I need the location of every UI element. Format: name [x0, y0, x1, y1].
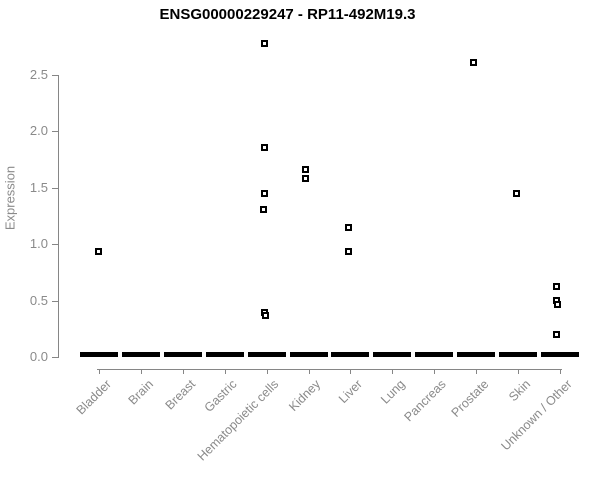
- x-tick-label: Bladder: [73, 377, 114, 418]
- data-point: [261, 189, 269, 197]
- x-tick-label: Brain: [125, 377, 156, 408]
- y-axis-line: [58, 74, 59, 359]
- zero-expression-cluster: [121, 352, 160, 357]
- x-axis-tick: [182, 369, 184, 374]
- x-axis-line: [97, 369, 562, 370]
- data-point: [554, 300, 562, 308]
- data-point: [261, 143, 269, 151]
- x-axis-tick: [224, 369, 226, 374]
- zero-expression-cluster: [457, 352, 496, 357]
- zero-expression-cluster: [499, 352, 538, 357]
- zero-expression-cluster: [205, 352, 244, 357]
- x-tick-label: Lung: [377, 377, 408, 407]
- x-axis-tick: [350, 369, 352, 374]
- y-tick-label: 0.5: [29, 292, 48, 308]
- y-axis-tick: [52, 187, 58, 189]
- chart-title: ENSG00000229247 - RP11-492M19.3: [159, 6, 416, 23]
- x-tick-label: Prostate: [448, 377, 492, 420]
- x-axis-tick: [140, 369, 142, 374]
- y-tick-label: 2.0: [29, 123, 48, 139]
- zero-expression-cluster: [331, 352, 370, 357]
- zero-expression-cluster: [540, 352, 579, 357]
- x-axis-tick: [266, 369, 268, 374]
- x-axis-tick: [392, 369, 394, 374]
- data-point: [94, 247, 102, 255]
- x-tick-label: Pancreas: [401, 377, 450, 425]
- x-axis-tick: [308, 369, 310, 374]
- x-tick-label: Breast: [162, 377, 198, 413]
- y-tick-label: 2.5: [29, 66, 48, 82]
- data-point: [344, 223, 352, 231]
- y-axis-tick: [52, 131, 58, 133]
- data-point: [261, 39, 269, 47]
- x-axis-tick: [559, 369, 561, 374]
- zero-expression-cluster: [373, 352, 412, 357]
- data-point: [344, 247, 352, 255]
- x-axis-tick: [518, 369, 520, 374]
- zero-expression-cluster: [415, 352, 454, 357]
- data-point: [302, 175, 310, 183]
- data-point: [512, 189, 520, 197]
- y-tick-label: 1.0: [29, 236, 48, 252]
- data-point: [262, 311, 270, 319]
- y-axis-tick: [52, 300, 58, 302]
- y-axis-tick: [52, 244, 58, 246]
- zero-expression-cluster: [80, 352, 118, 357]
- y-tick-label: 0.0: [29, 349, 48, 365]
- zero-expression-cluster: [163, 352, 202, 357]
- x-tick-label: Liver: [336, 377, 366, 407]
- data-point: [553, 331, 561, 339]
- data-point: [553, 282, 561, 290]
- x-axis-tick: [476, 369, 478, 374]
- data-point: [302, 166, 310, 174]
- data-point: [469, 58, 477, 66]
- x-tick-label: Hematopoietic cells: [194, 377, 282, 464]
- x-tick-label: Skin: [505, 377, 533, 405]
- x-tick-label: Kidney: [286, 377, 324, 414]
- data-point: [260, 205, 268, 213]
- y-tick-label: 1.5: [29, 179, 48, 195]
- y-axis-tick: [52, 357, 58, 359]
- y-axis-tick: [52, 74, 58, 76]
- zero-expression-cluster: [247, 352, 286, 357]
- x-tick-label: Gastric: [201, 377, 240, 415]
- x-axis-tick: [99, 369, 100, 374]
- x-axis-tick: [434, 369, 436, 374]
- y-axis-title: Expression: [2, 165, 18, 231]
- zero-expression-cluster: [289, 352, 328, 357]
